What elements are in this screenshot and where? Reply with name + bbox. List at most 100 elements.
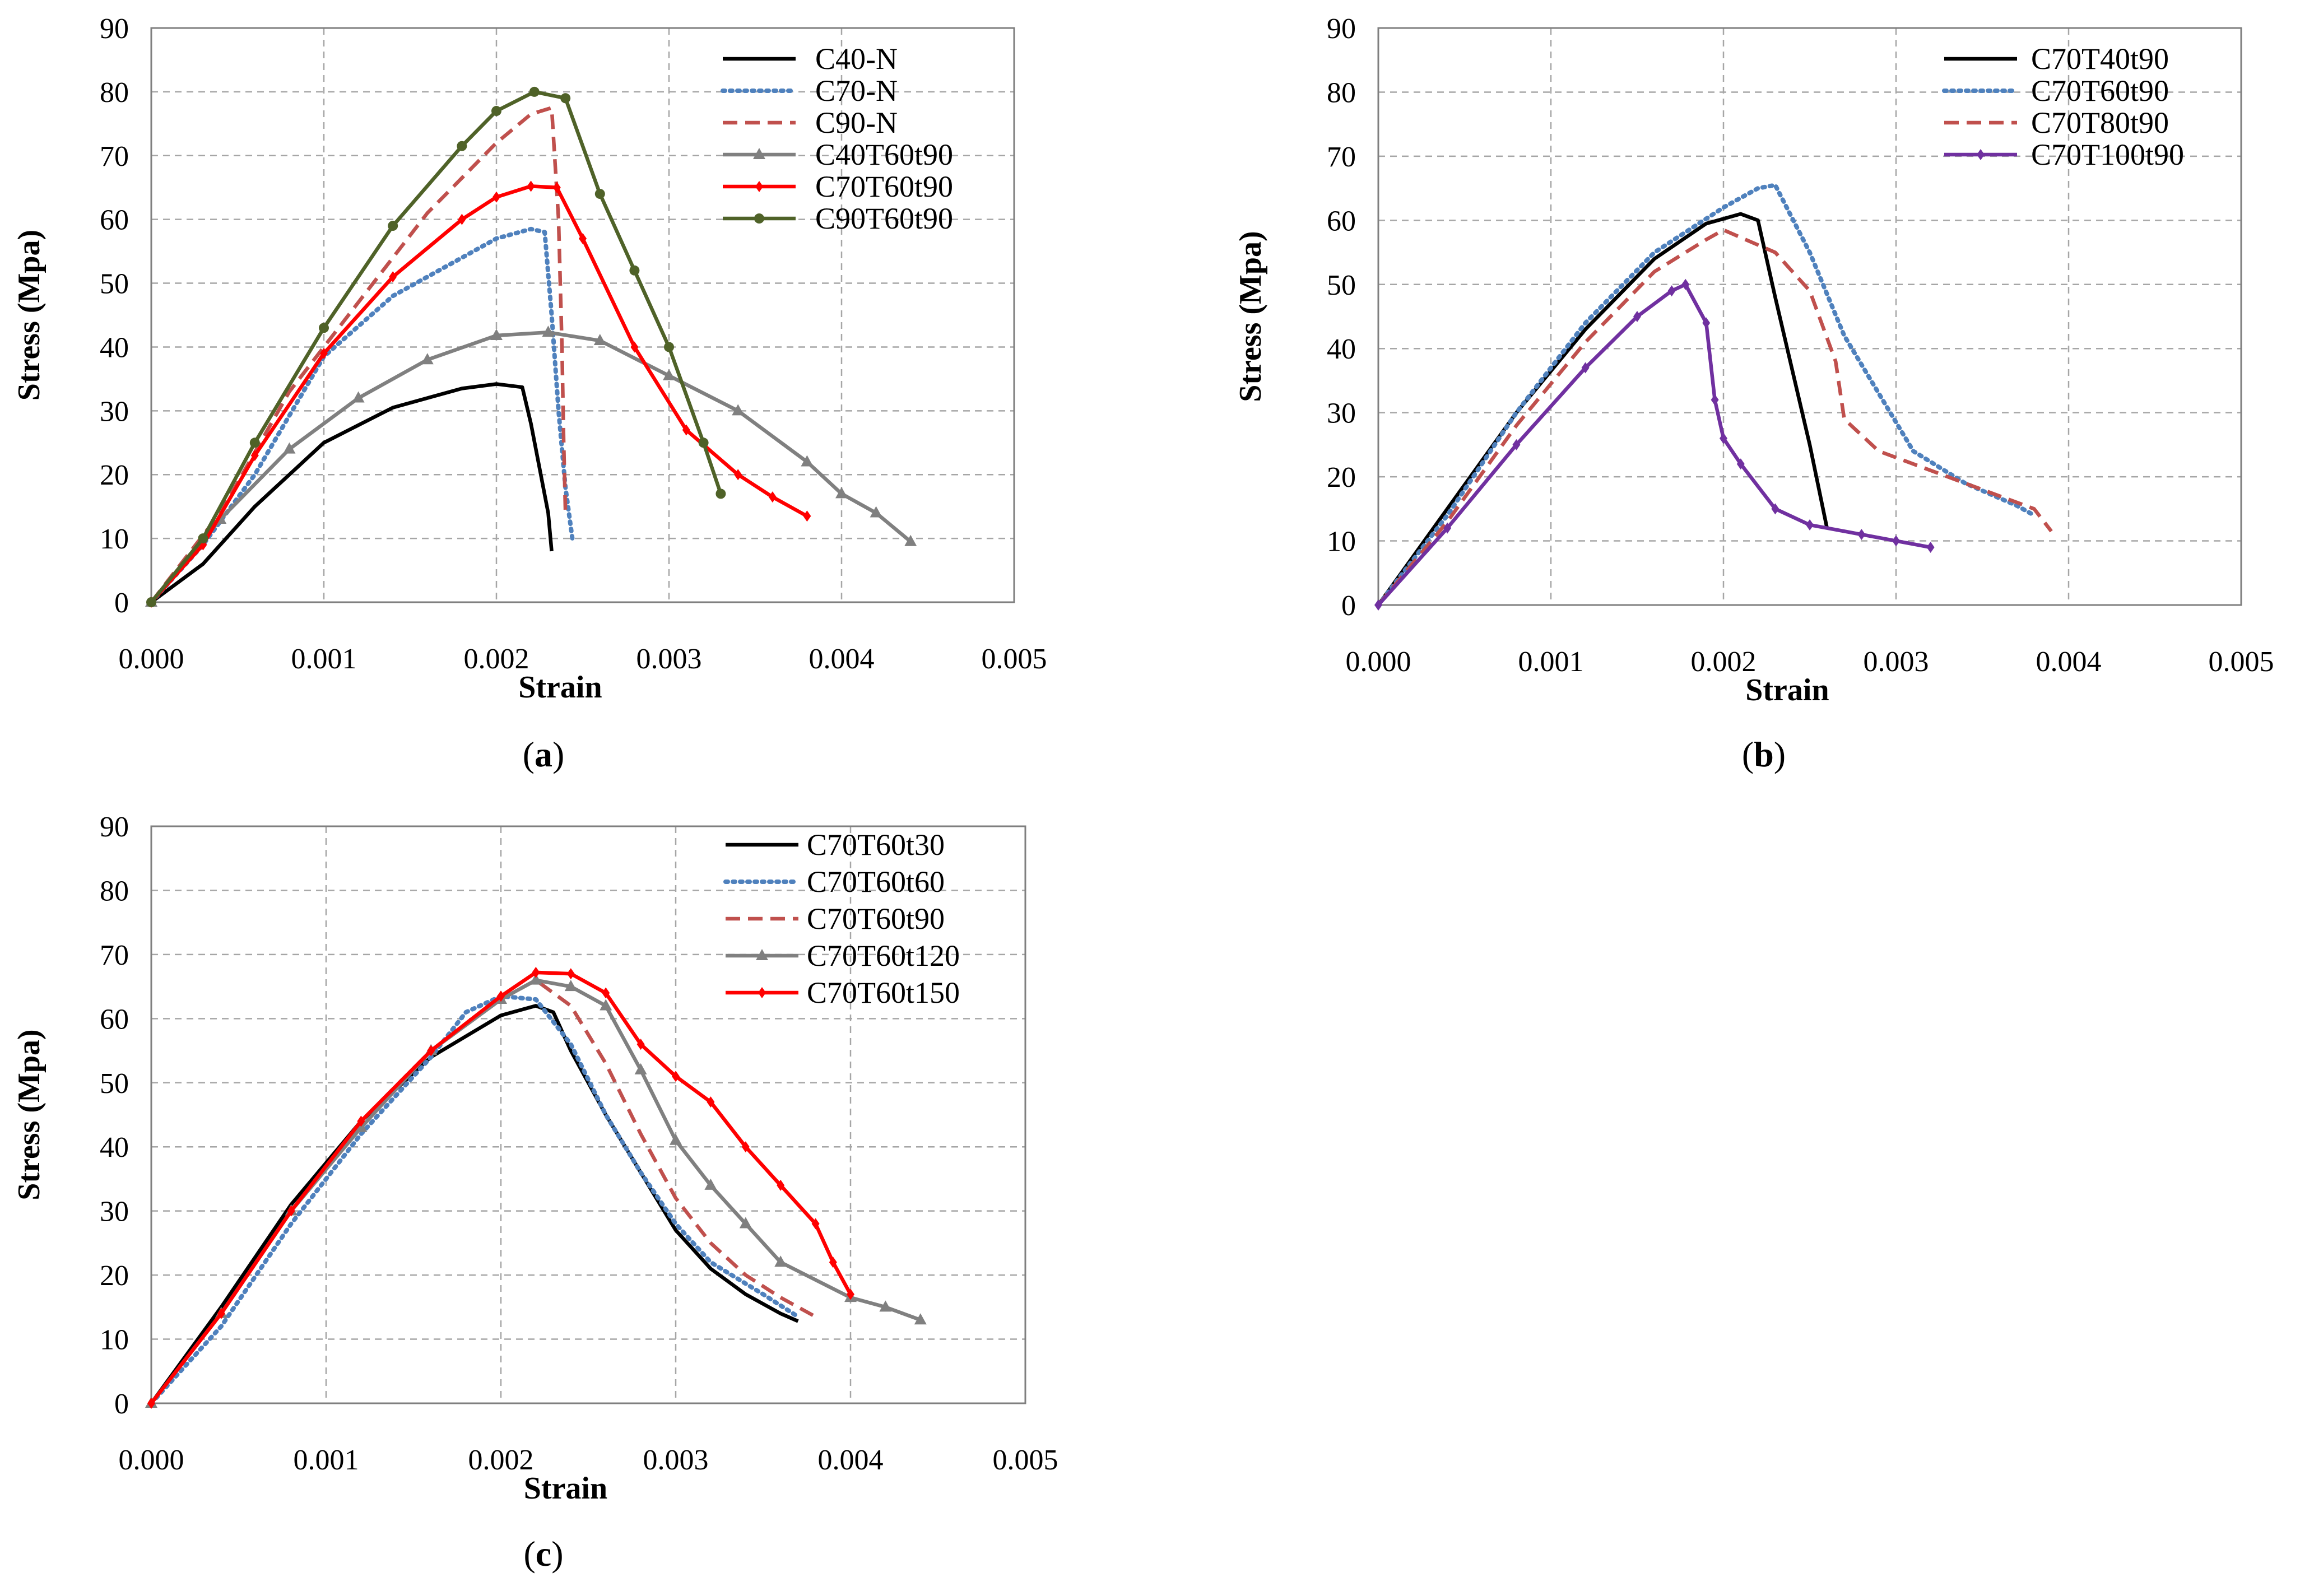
panel-b-series-line: [1377, 228, 2053, 607]
panel-c-data-point: [741, 1141, 750, 1153]
panel-c-data-point: [600, 999, 612, 1011]
panel-c-y-tick-label: 0: [114, 1388, 129, 1420]
panel-b-caption-letter: b: [1754, 734, 1774, 774]
panel-c-caption-letter: c: [536, 1534, 551, 1574]
panel-b-legend-label: C70T60t90: [2031, 74, 2169, 108]
panel-c-data-point: [566, 968, 575, 980]
panel-a-y-tick-label: 10: [100, 523, 129, 555]
panel-c-data-point: [634, 1063, 647, 1074]
panel-b-y-axis-label: Stress (Mpa): [1233, 231, 1268, 402]
panel-a-plot-frame: [150, 27, 1015, 603]
panel-c-x-tick-label: 0.000: [119, 1444, 184, 1476]
panel-b-y-tick-label: 30: [1327, 398, 1356, 430]
panel-c-data-point: [774, 1255, 787, 1267]
panel-c-data-point: [564, 980, 577, 992]
panel-c-data-point: [847, 1288, 854, 1300]
panel-a-legend-label: C40-N: [815, 42, 898, 76]
panel-a-series-line: [150, 382, 554, 604]
panel-a-y-tick-label: 70: [100, 141, 129, 173]
panel-a-data-point: [629, 265, 640, 276]
panel-a-data-point: [698, 438, 709, 448]
panel-a-caption-close: ): [552, 734, 564, 774]
panel-a-y-tick-label: 60: [100, 204, 129, 236]
panel-a-data-point: [552, 182, 561, 193]
panel-a-series-C90T60t90: [146, 86, 726, 607]
panel-c-legend-label: C70T60t90: [807, 902, 945, 936]
panel-a-legend-item: C70-N: [721, 74, 898, 108]
panel-c-legend: C70T60t30C70T60t60C70T60t90C70T60t120C70…: [723, 828, 960, 1009]
panel-c-x-tick-label: 0.002: [468, 1444, 534, 1476]
panel-c-data-point: [914, 1313, 927, 1325]
panel-a-data-point: [594, 189, 605, 199]
panel-c-x-axis-label: Strain: [524, 1471, 607, 1506]
panel-a-data-point: [803, 510, 811, 522]
panel-c-data-point: [287, 1205, 295, 1217]
panel-a-data-point: [457, 141, 467, 151]
panel-a-tick-labels: 0 10 20 30 40 50 60 70 80 90 0.000 0.001 0.002 0.003 0…: [100, 13, 1047, 675]
panel-a-data-point: [388, 221, 398, 231]
panel-b-data-point: [1926, 542, 1935, 553]
panel-b-tick-labels: 0 10 20 30 40 50 60 70 80 90 0.000 0.001 0.002 0.003 0…: [1327, 13, 2274, 678]
panel-a-legend-item: C40T60t90: [723, 138, 953, 171]
panel-c-y-tick-label: 70: [100, 939, 129, 971]
panel-a-data-point: [732, 404, 745, 416]
panel-a-y-tick-label: 90: [100, 13, 129, 45]
panel-c-legend-label: C70T60t120: [807, 939, 960, 973]
panel-c-legend-label: C70T60t60: [807, 865, 945, 899]
panel-c-legend-item: C70T60t120: [726, 939, 960, 973]
panel-c-data-point: [829, 1257, 837, 1268]
panel-c-data-point: [811, 1218, 820, 1230]
panel-b-series-C70T80t90: [1377, 228, 2053, 607]
panel-a-x-tick-label: 0.005: [982, 643, 1047, 675]
panel-a-x-tick-label: 0.001: [291, 643, 357, 675]
panel-a-data-point: [560, 93, 571, 104]
panel-a-legend-label: C90-N: [815, 106, 898, 139]
panel-b-data-point: [1633, 311, 1641, 322]
panel-a-data-point: [579, 232, 587, 244]
panel-c-data-point: [602, 987, 610, 999]
panel-a-x-tick-label: 0.004: [809, 643, 875, 675]
panel-b-x-tick-label: 0.000: [1346, 646, 1411, 678]
panel-b-data-point: [1771, 503, 1779, 515]
panel-a-data-point: [870, 506, 882, 518]
panel-c-data-point: [529, 973, 542, 985]
panel-c-data-point: [636, 1039, 645, 1050]
panel-a-data-point: [593, 334, 606, 346]
panel-b-x-tick-label: 0.002: [1691, 646, 1757, 678]
panel-a-legend-item: C90-N: [723, 106, 898, 139]
panel-c-data-point: [147, 1398, 155, 1409]
panel-c-legend-marker: [756, 949, 768, 960]
panel-b-data-point: [1374, 599, 1382, 611]
panel-c-legend-item: C70T60t90: [726, 902, 945, 936]
panel-a-y-tick-label: 0: [114, 587, 129, 619]
panel-a-y-tick-label: 30: [100, 395, 129, 427]
panel-a-legend-label: C70-N: [815, 74, 898, 108]
panel-a-legend-marker: [754, 213, 764, 224]
panel-b-caption: (b): [1742, 734, 1786, 774]
panel-a-data-point: [801, 455, 814, 467]
panel-c-y-tick-label: 40: [100, 1132, 129, 1164]
panel-b-x-axis-label: Strain: [1745, 673, 1829, 708]
panel-c-y-tick-label: 20: [100, 1260, 129, 1292]
panel-c-series: [145, 966, 927, 1409]
panel-a-data-point: [630, 341, 639, 353]
panel-b-y-tick-label: 50: [1327, 269, 1356, 301]
panel-b-data-point: [1711, 394, 1719, 406]
panel-a-data-point: [904, 534, 917, 546]
panel-a-series-C70-N: [149, 226, 575, 604]
panel-c-data-point: [357, 1115, 365, 1127]
panel-b-series-C70T100t90: [1374, 278, 1935, 611]
panel-a-y-axis-label: Stress (Mpa): [12, 230, 47, 401]
panel-a-series-C40T60t90: [145, 325, 917, 607]
panel-a-data-point: [250, 450, 259, 462]
panel-b-legend-label: C70T100t90: [2031, 138, 2184, 171]
panel-b-data-point: [1512, 439, 1521, 450]
panel-a-x-tick-label: 0.000: [119, 643, 184, 675]
panel-a-data-point: [491, 106, 501, 117]
panel-a-y-tick-label: 20: [100, 459, 129, 491]
panel-a-series-line: [149, 226, 575, 604]
panel-a-data-point: [458, 213, 466, 225]
panel-b-data-point: [1667, 285, 1676, 297]
